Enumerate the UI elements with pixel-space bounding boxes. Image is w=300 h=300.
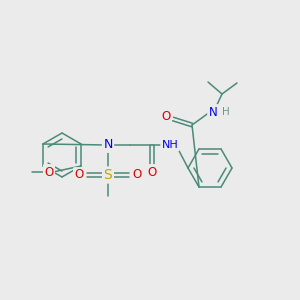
- Text: O: O: [161, 110, 171, 124]
- Text: H: H: [222, 107, 230, 117]
- Text: O: O: [74, 169, 84, 182]
- Text: NH: NH: [162, 140, 178, 150]
- Text: N: N: [208, 106, 217, 118]
- Text: O: O: [44, 166, 54, 178]
- Text: O: O: [132, 169, 142, 182]
- Text: N: N: [103, 139, 113, 152]
- Text: O: O: [147, 166, 157, 178]
- Text: S: S: [103, 168, 112, 182]
